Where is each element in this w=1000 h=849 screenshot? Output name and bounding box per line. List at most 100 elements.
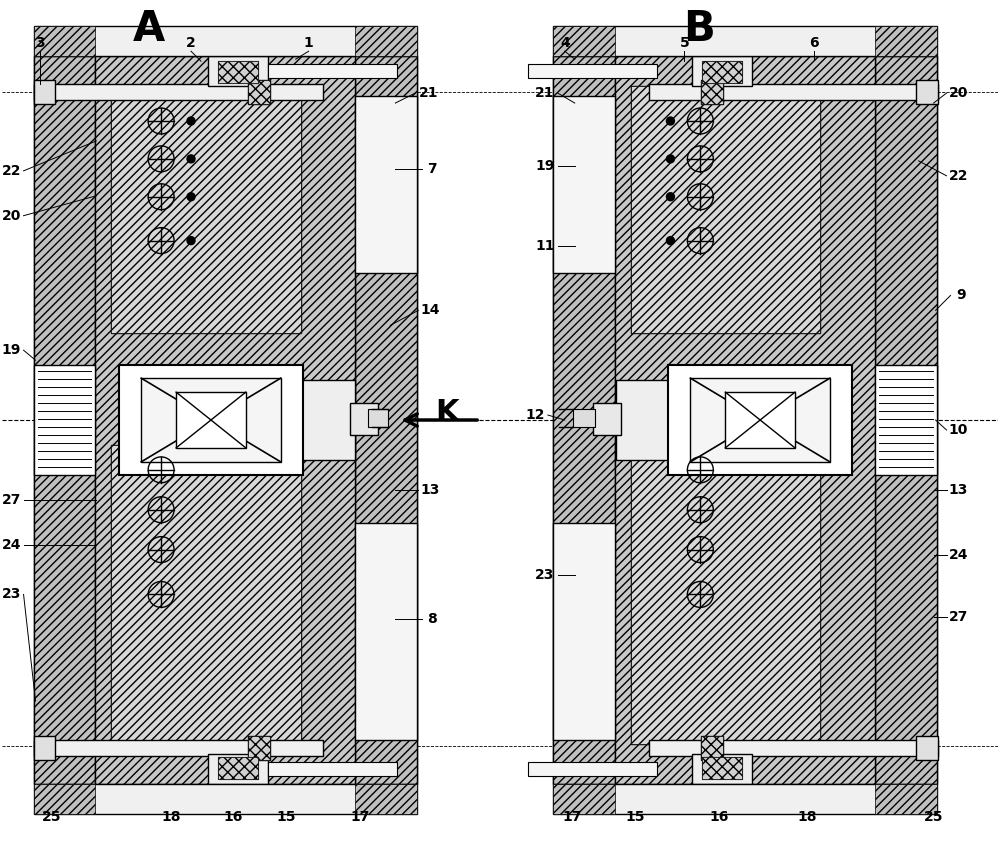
Bar	[34, 784, 95, 813]
Circle shape	[187, 237, 195, 245]
Text: 15: 15	[276, 810, 295, 824]
Bar	[111, 86, 301, 334]
Bar	[248, 80, 270, 104]
Bar	[208, 56, 268, 86]
Bar	[34, 736, 55, 760]
Bar	[34, 365, 95, 475]
Bar	[701, 736, 723, 760]
Bar	[355, 96, 417, 273]
Bar	[528, 65, 657, 78]
Text: 14: 14	[420, 303, 440, 318]
Circle shape	[187, 155, 195, 163]
Text: 22: 22	[2, 164, 21, 177]
Bar	[355, 784, 417, 813]
Text: 7: 7	[427, 162, 437, 176]
Bar	[631, 445, 820, 744]
Bar	[355, 56, 417, 784]
Bar	[34, 784, 417, 813]
Text: 23: 23	[2, 588, 21, 601]
Bar	[111, 86, 301, 334]
Bar	[218, 757, 258, 779]
Text: 17: 17	[351, 810, 370, 824]
Bar	[268, 65, 397, 78]
Text: 25: 25	[42, 810, 61, 824]
Text: 2: 2	[186, 37, 196, 50]
Text: 12: 12	[525, 408, 545, 422]
Circle shape	[666, 155, 674, 163]
Text: 11: 11	[535, 239, 555, 253]
Bar	[631, 86, 820, 334]
Bar	[553, 784, 937, 813]
Bar	[355, 523, 417, 740]
Bar	[649, 84, 938, 100]
Bar	[631, 445, 820, 744]
Bar	[875, 56, 937, 784]
Text: 8: 8	[427, 612, 437, 627]
Text: 6: 6	[809, 37, 819, 50]
Bar	[34, 84, 323, 100]
Bar	[95, 56, 355, 784]
Text: 16: 16	[223, 810, 243, 824]
Bar	[268, 762, 397, 776]
Text: 24: 24	[949, 548, 968, 561]
Bar	[615, 56, 875, 784]
Bar	[701, 80, 723, 104]
Bar	[631, 86, 820, 334]
Text: 15: 15	[626, 810, 645, 824]
Text: 17: 17	[562, 810, 581, 824]
Circle shape	[666, 117, 674, 125]
Bar	[616, 380, 670, 460]
Bar	[34, 56, 95, 784]
Bar	[690, 378, 830, 462]
Text: 21: 21	[418, 86, 438, 100]
Bar	[916, 80, 938, 104]
Bar	[916, 736, 938, 760]
Bar	[34, 80, 55, 104]
Bar	[692, 56, 752, 86]
Bar	[875, 784, 937, 813]
Text: 27: 27	[949, 610, 968, 624]
Text: K: K	[435, 397, 459, 426]
Bar	[553, 26, 615, 56]
Bar	[702, 61, 742, 83]
Bar	[725, 392, 795, 448]
Bar	[176, 392, 246, 448]
Bar	[248, 736, 270, 760]
Bar	[34, 740, 323, 756]
Bar	[701, 736, 723, 760]
Bar	[553, 56, 615, 784]
Bar	[701, 80, 723, 104]
Bar	[34, 56, 417, 784]
Text: 18: 18	[161, 810, 181, 824]
Text: 20: 20	[949, 86, 968, 100]
Bar	[553, 56, 937, 784]
Text: B: B	[683, 8, 715, 50]
Bar	[218, 757, 258, 779]
Bar	[119, 365, 303, 475]
Bar	[34, 26, 417, 56]
Text: 19: 19	[535, 159, 555, 173]
Text: 23: 23	[535, 567, 555, 582]
Bar	[875, 26, 937, 56]
Bar	[111, 445, 301, 744]
Bar	[355, 26, 417, 56]
Bar	[702, 61, 742, 83]
Text: 20: 20	[2, 209, 21, 222]
Text: 19: 19	[2, 343, 21, 357]
Circle shape	[187, 117, 195, 125]
Text: 22: 22	[949, 169, 968, 183]
Bar	[34, 26, 95, 56]
Bar	[350, 403, 378, 435]
Circle shape	[666, 237, 674, 245]
Bar	[553, 96, 615, 273]
Circle shape	[187, 193, 195, 200]
Text: 3: 3	[35, 37, 44, 50]
Circle shape	[666, 193, 674, 200]
Text: 13: 13	[421, 483, 440, 497]
Bar	[208, 754, 268, 784]
Text: 10: 10	[949, 423, 968, 437]
Bar	[111, 445, 301, 744]
Bar	[528, 762, 657, 776]
Text: 27: 27	[2, 492, 21, 507]
Bar	[553, 26, 937, 56]
